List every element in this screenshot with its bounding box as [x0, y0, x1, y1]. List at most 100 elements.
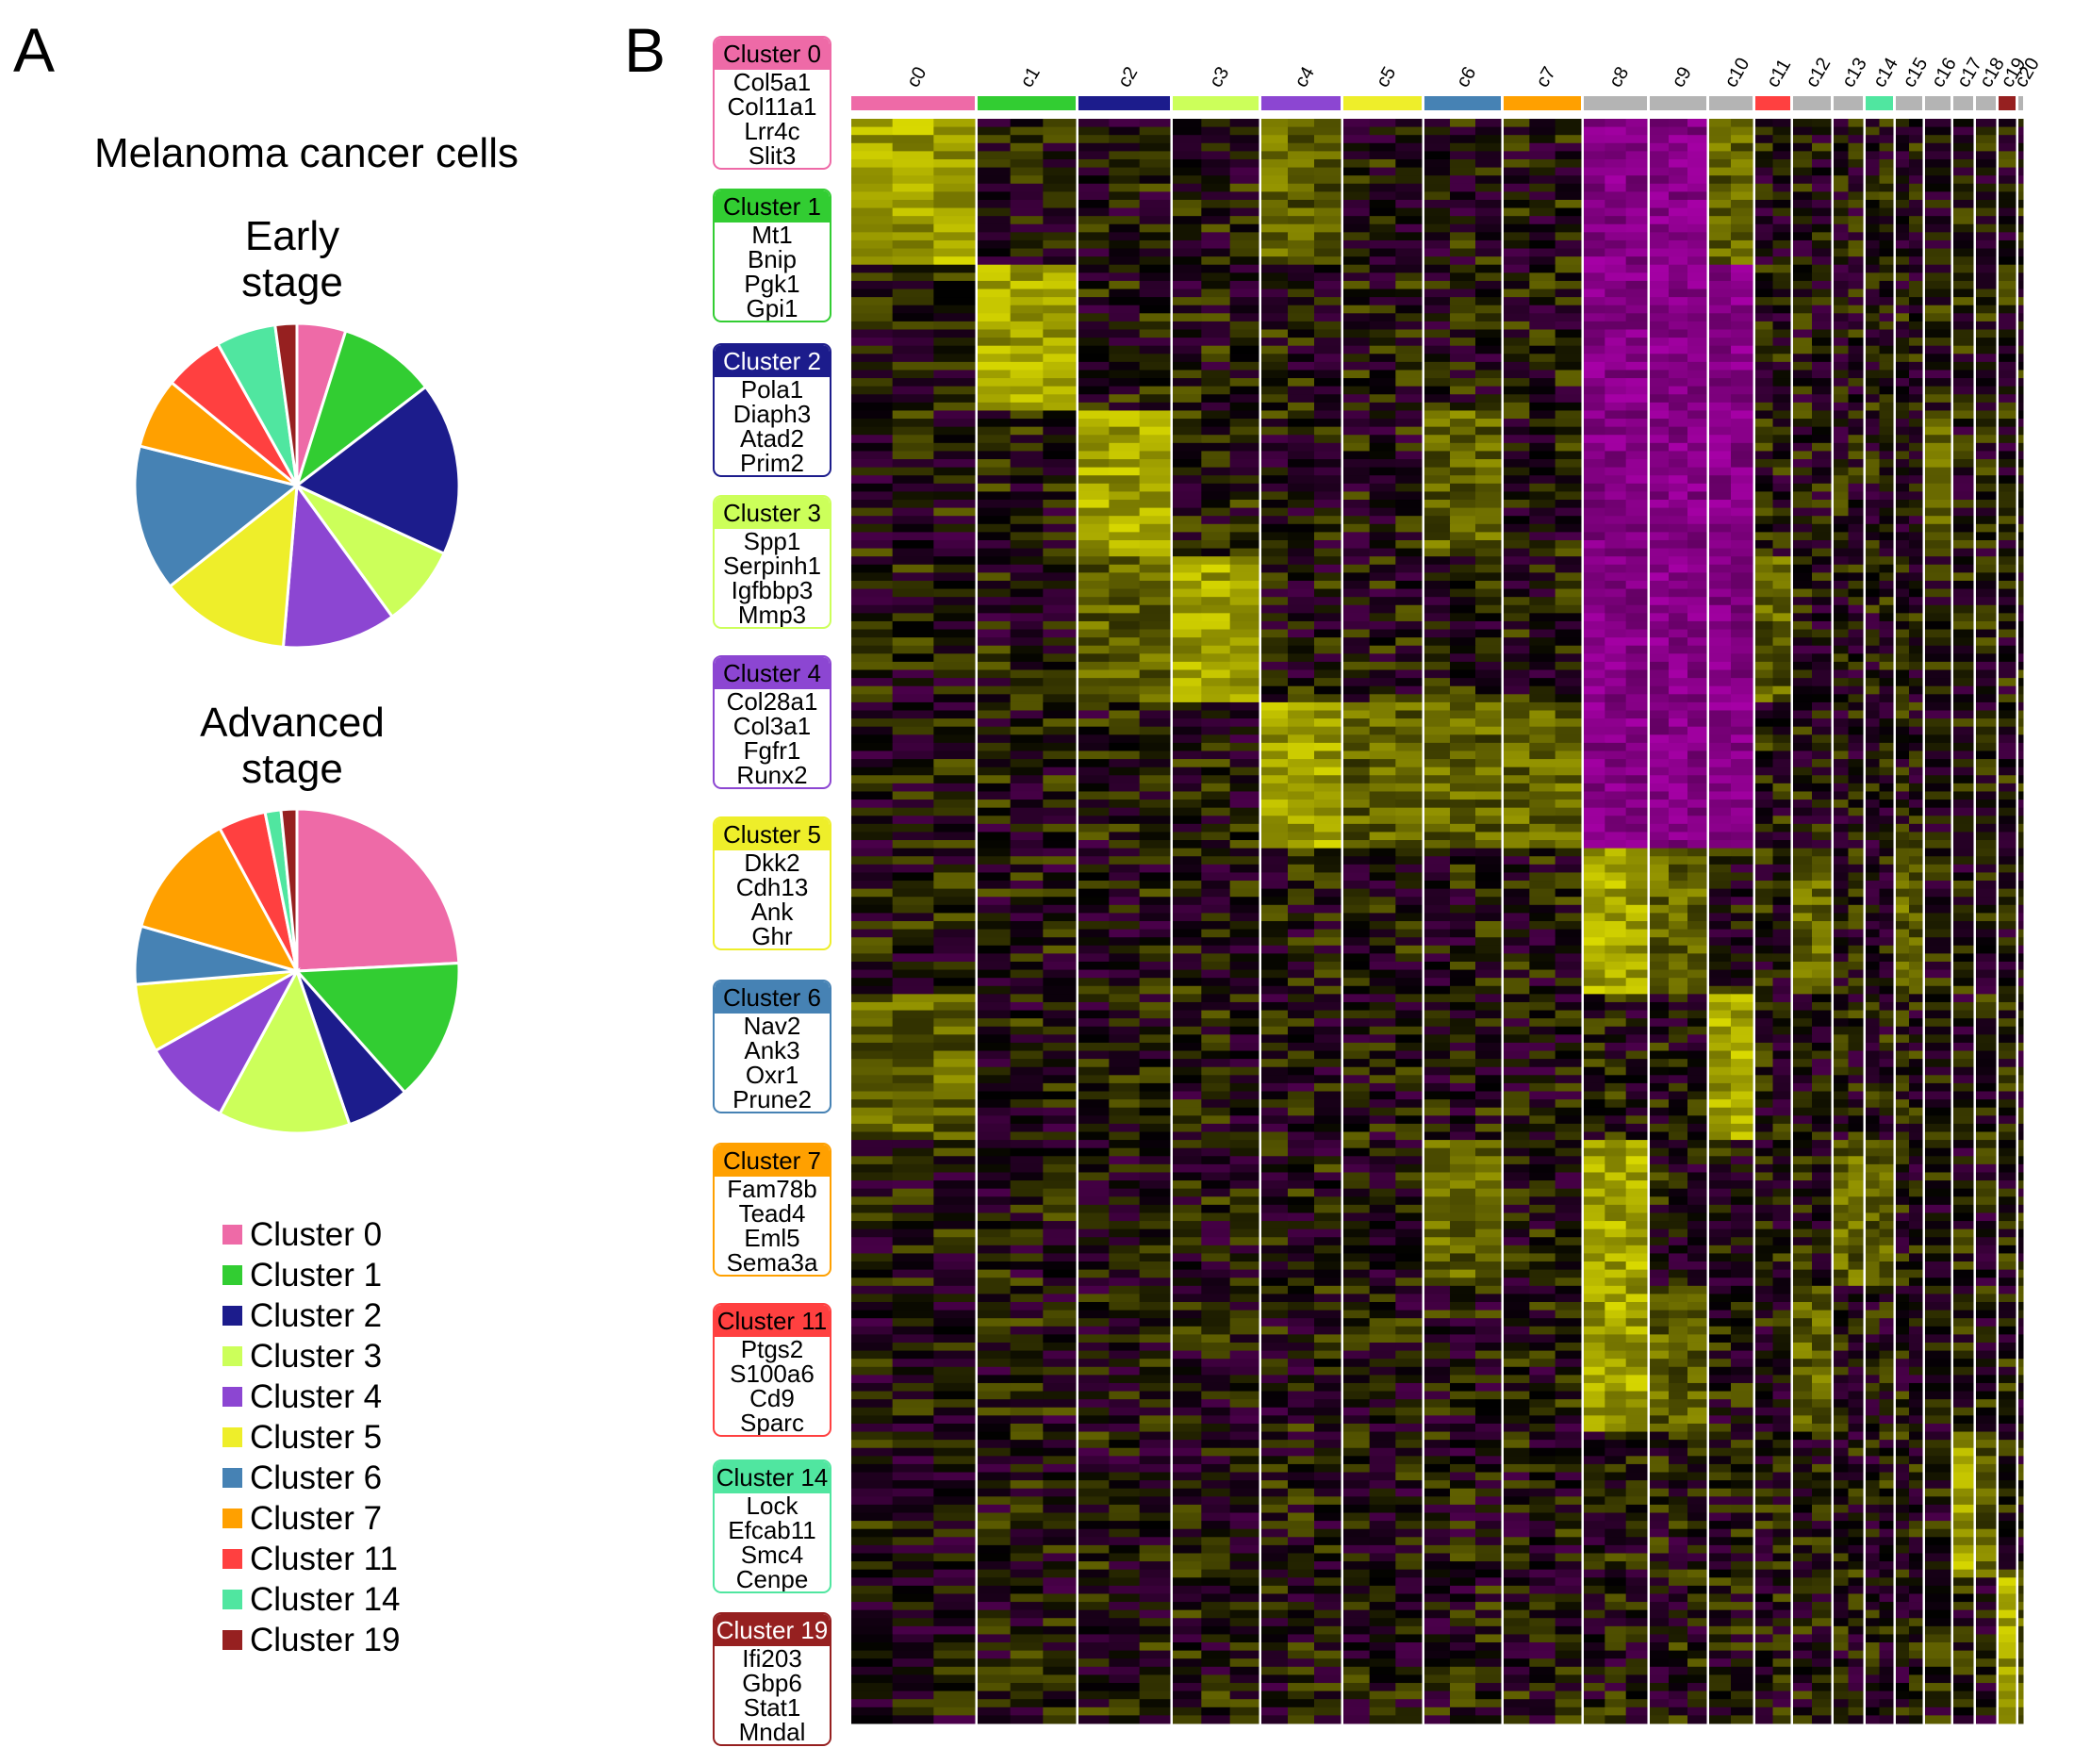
heatmap-cell: [1288, 1715, 1315, 1724]
heatmap-cell: [892, 856, 934, 866]
heatmap-cell: [1475, 864, 1502, 873]
heatmap-cell: [1314, 1342, 1342, 1352]
heatmap-cell: [1261, 1512, 1289, 1522]
heatmap-cell: [1010, 759, 1044, 768]
heatmap-cell: [1529, 183, 1556, 192]
heatmap-cell: [1043, 588, 1077, 598]
heatmap-cell: [1288, 1359, 1315, 1368]
heatmap-cell: [1475, 694, 1502, 703]
heatmap-cell: [1314, 507, 1342, 517]
heatmap-cell: [1504, 881, 1530, 890]
heatmap-cell: [1043, 848, 1077, 857]
heatmap-cell: [1043, 1123, 1077, 1132]
heatmap-cell: [892, 1212, 934, 1222]
heatmap-cell: [1229, 1180, 1259, 1190]
heatmap-cell: [1314, 175, 1342, 185]
heatmap-cell: [1288, 1472, 1315, 1481]
heatmap-cell: [1504, 272, 1530, 282]
heatmap-cell: [1529, 1359, 1556, 1368]
heatmap-cell: [1424, 637, 1451, 647]
heatmap-cell: [1343, 289, 1371, 298]
heatmap-cell: [978, 881, 1012, 890]
heatmap-cell: [1043, 1253, 1077, 1262]
heatmap-cell: [1139, 183, 1171, 192]
heatmap-cell: [1173, 1221, 1202, 1230]
heatmap-cell: [1343, 840, 1371, 849]
heatmap-cell: [1424, 532, 1451, 541]
heatmap-cell: [1424, 386, 1451, 395]
heatmap-cell: [978, 313, 1012, 322]
heatmap-cell: [1010, 232, 1044, 241]
heatmap-cell: [933, 1618, 976, 1627]
heatmap-cell: [933, 694, 976, 703]
heatmap-cell: [1450, 1172, 1476, 1181]
heatmap-cell: [1450, 1634, 1476, 1643]
heatmap-cell: [1109, 1375, 1141, 1384]
heatmap-cell: [1450, 1658, 1476, 1668]
heatmap-cell: [1395, 953, 1423, 963]
heatmap-cell: [1584, 329, 1605, 338]
heatmap-cell: [1504, 1188, 1530, 1197]
heatmap-cell: [892, 1034, 934, 1044]
heatmap-cell: [1173, 232, 1202, 241]
marker-box-cluster-0: Cluster 0 Col5a1 Col11a1 Lrr4c Slit3: [713, 36, 831, 170]
heatmap-cell: [978, 1359, 1012, 1368]
heatmap-cell: [851, 338, 894, 347]
heatmap-cell: [1078, 500, 1110, 509]
heatmap-cell: [1343, 1399, 1371, 1409]
heatmap-cell: [1450, 151, 1476, 160]
heatmap-cell: [851, 313, 894, 322]
heatmap-cell: [1261, 1042, 1289, 1052]
heatmap-cell: [1078, 1334, 1110, 1344]
heatmap-cell: [1504, 613, 1530, 622]
heatmap-cell: [1010, 467, 1044, 476]
heatmap-cell: [933, 1131, 976, 1141]
heatmap-cell: [1229, 864, 1259, 873]
heatmap-cell: [978, 929, 1012, 938]
heatmap-cell: [933, 1423, 976, 1433]
heatmap-cell: [1043, 1382, 1077, 1393]
heatmap-cell: [1173, 1715, 1202, 1724]
heatmap-cell: [1424, 742, 1451, 751]
heatmap-cell: [1395, 1496, 1423, 1506]
heatmap-cell: [1288, 1537, 1315, 1546]
heatmap-cell: [1555, 532, 1582, 541]
heatmap-cell: [1201, 620, 1231, 631]
heatmap-cell: [1010, 816, 1044, 825]
heatmap-cell: [851, 1375, 894, 1384]
heatmap-cell: [1078, 1577, 1110, 1587]
heatmap-cell: [1343, 1018, 1371, 1028]
heatmap-cell: [1450, 1318, 1476, 1327]
heatmap-cell: [1288, 1683, 1315, 1692]
heatmap-cell: [1139, 734, 1171, 744]
marker-box-title: Cluster 19: [715, 1614, 830, 1646]
heatmap-cell: [978, 1625, 1012, 1635]
heatmap-cell: [1504, 1123, 1530, 1132]
heatmap-cell: [1139, 338, 1171, 347]
heatmap-cell: [1229, 710, 1259, 719]
heatmap-cell: [1343, 1042, 1371, 1052]
heatmap-cell: [1475, 119, 1502, 128]
heatmap-cell: [933, 119, 976, 128]
heatmap-cell: [1529, 426, 1556, 436]
heatmap-cell: [1475, 921, 1502, 931]
heatmap-cell: [978, 1683, 1012, 1692]
heatmap-cell: [1229, 264, 1259, 273]
heatmap-cell: [1369, 1602, 1396, 1611]
heatmap-cell: [1201, 1269, 1231, 1278]
heatmap-cell: [1109, 1107, 1141, 1116]
heatmap-cell: [1173, 483, 1202, 492]
heatmap-cell: [892, 937, 934, 947]
heatmap-cell: [1343, 1059, 1371, 1068]
heatmap-cell: [1369, 791, 1396, 800]
heatmap-cell: [1229, 613, 1259, 622]
heatmap-cell: [1261, 1496, 1289, 1506]
heatmap-cell: [1314, 1447, 1342, 1457]
heatmap-cell: [1343, 1577, 1371, 1587]
heatmap-cell: [1139, 1010, 1171, 1019]
heatmap-cell: [851, 921, 894, 931]
heatmap-cell: [1343, 1131, 1371, 1141]
heatmap-cell: [1529, 669, 1556, 679]
heatmap-cell: [1343, 1050, 1371, 1060]
heatmap-cell: [1010, 1440, 1044, 1449]
